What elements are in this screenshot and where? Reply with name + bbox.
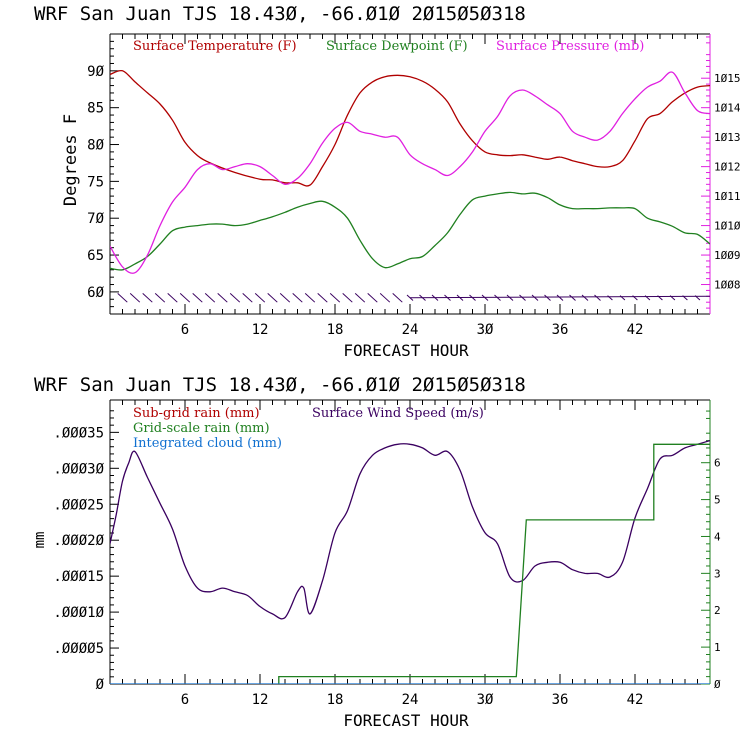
series-line — [110, 69, 710, 187]
legend-entry: Surface Dewpoint (F) — [326, 39, 468, 54]
wind-barb — [217, 293, 228, 303]
x-tick-label: 24 — [402, 322, 419, 338]
y2-tick-label: 6 — [714, 457, 721, 470]
y2-tick-label: 4 — [714, 530, 721, 543]
wind-barb — [556, 294, 564, 301]
wind-barb — [242, 293, 253, 303]
x-tick-label: 36 — [552, 322, 569, 338]
x-tick-label: 3Ø — [477, 692, 494, 708]
y-tick-label: 7Ø — [87, 211, 104, 227]
y-tick-label: 9Ø — [87, 64, 104, 80]
x-tick-label: 3Ø — [477, 322, 494, 338]
wind-barb — [581, 294, 589, 301]
y2-tick-label: 1ØØ8 — [714, 279, 740, 292]
x-tick-label: 6 — [181, 692, 189, 708]
y-axis-label: Degrees F — [61, 114, 81, 206]
chart-title: WRF San Juan TJS 18.43Ø, -66.Ø1Ø 2Ø15Ø5Ø… — [34, 3, 526, 25]
wind-barb — [229, 293, 241, 303]
wind-barb — [154, 293, 166, 303]
wind-barb — [392, 293, 403, 303]
wind-barb — [544, 294, 551, 301]
legend-entry: Grid-scale rain (mm) — [133, 421, 270, 436]
y2-tick-label: 1ØØ9 — [714, 249, 740, 262]
wind-barb — [204, 293, 216, 303]
y-tick-label: .ØØØ25 — [53, 497, 104, 513]
y-axis-label: mm — [32, 532, 48, 549]
x-tick-label: 18 — [327, 692, 344, 708]
wind-barb-staff — [409, 295, 711, 299]
wind-barb — [354, 293, 366, 303]
legend-entry: Sub-grid rain (mm) — [133, 406, 260, 421]
wind-barb — [117, 293, 128, 303]
series-line — [110, 439, 710, 620]
series-line — [278, 443, 710, 684]
y2-tick-label: 2 — [714, 604, 721, 617]
x-tick-label: 12 — [252, 692, 269, 708]
wind-barb — [379, 293, 391, 303]
y-tick-label: Ø — [96, 677, 105, 693]
y2-tick-label: 3 — [714, 567, 721, 580]
y-tick-label: .ØØØ1Ø — [53, 605, 104, 621]
y-tick-label: 6Ø — [87, 285, 104, 301]
series-line — [110, 71, 710, 274]
x-tick-label: 24 — [402, 692, 419, 708]
x-axis-label: FORECAST HOUR — [343, 711, 469, 730]
wind-barb — [129, 293, 141, 303]
y2-tick-label: 1Ø12 — [714, 161, 740, 174]
chart-title: WRF San Juan TJS 18.43Ø, -66.Ø1Ø 2Ø15Ø5Ø… — [34, 374, 526, 396]
x-tick-label: 42 — [627, 322, 644, 338]
y2-tick-label: 1Ø14 — [714, 102, 740, 115]
y2-tick-label: 1Ø13 — [714, 131, 740, 144]
meteogram-top-panel: WRF San Juan TJS 18.43Ø, -66.Ø1Ø 2Ø15Ø5Ø… — [34, 3, 740, 360]
series-line — [110, 191, 710, 271]
y-tick-label: .ØØØ3Ø — [53, 461, 104, 477]
wind-barb — [317, 293, 328, 303]
wind-barb — [279, 293, 291, 303]
x-tick-label: 12 — [252, 322, 269, 338]
y2-tick-label: 1 — [714, 641, 721, 654]
x-tick-label: 6 — [181, 322, 189, 338]
y-tick-label: .ØØØ15 — [53, 569, 104, 585]
y-tick-label: 65 — [87, 248, 104, 264]
legend-entry: Surface Pressure (mb) — [496, 39, 644, 54]
wind-barb — [142, 293, 153, 303]
y-tick-label: .ØØØ35 — [53, 425, 104, 441]
x-axis-label: FORECAST HOUR — [343, 341, 469, 360]
y-tick-label: .ØØØØ5 — [53, 641, 104, 657]
wind-barb — [254, 293, 266, 303]
y-tick-label: .ØØØ2Ø — [53, 533, 104, 549]
wind-barb — [192, 293, 203, 303]
x-tick-label: 42 — [627, 692, 644, 708]
legend-entry: Surface Wind Speed (m/s) — [312, 406, 484, 421]
wind-barb — [569, 294, 576, 301]
wind-barb — [367, 293, 378, 303]
wind-barb — [267, 293, 278, 303]
y2-tick-label: 5 — [714, 494, 721, 507]
wind-barb — [607, 295, 613, 301]
wind-barb — [594, 294, 601, 301]
y2-tick-label: 1Ø11 — [714, 190, 740, 203]
y2-tick-label: 1Ø15 — [714, 72, 740, 85]
y-tick-label: 85 — [87, 101, 104, 117]
wind-barb — [329, 293, 341, 303]
wind-barb — [531, 294, 539, 301]
wind-barb — [179, 293, 191, 303]
legend-entry: Surface Temperature (F) — [133, 39, 297, 54]
y2-tick-label: Ø — [714, 678, 721, 691]
wind-barb — [519, 294, 526, 301]
wind-barb — [304, 293, 316, 303]
y2-tick-label: 1Ø1Ø — [714, 220, 740, 233]
x-tick-label: 36 — [552, 692, 569, 708]
wind-barb — [292, 293, 303, 303]
y-tick-label: 75 — [87, 174, 104, 190]
legend-entry: Integrated cloud (mm) — [133, 436, 282, 451]
y-tick-label: 8Ø — [87, 138, 104, 154]
meteogram-bottom-panel: WRF San Juan TJS 18.43Ø, -66.Ø1Ø 2Ø15Ø5Ø… — [32, 374, 721, 730]
wind-barb — [167, 293, 178, 303]
wind-barb — [342, 293, 353, 303]
x-tick-label: 18 — [327, 322, 344, 338]
